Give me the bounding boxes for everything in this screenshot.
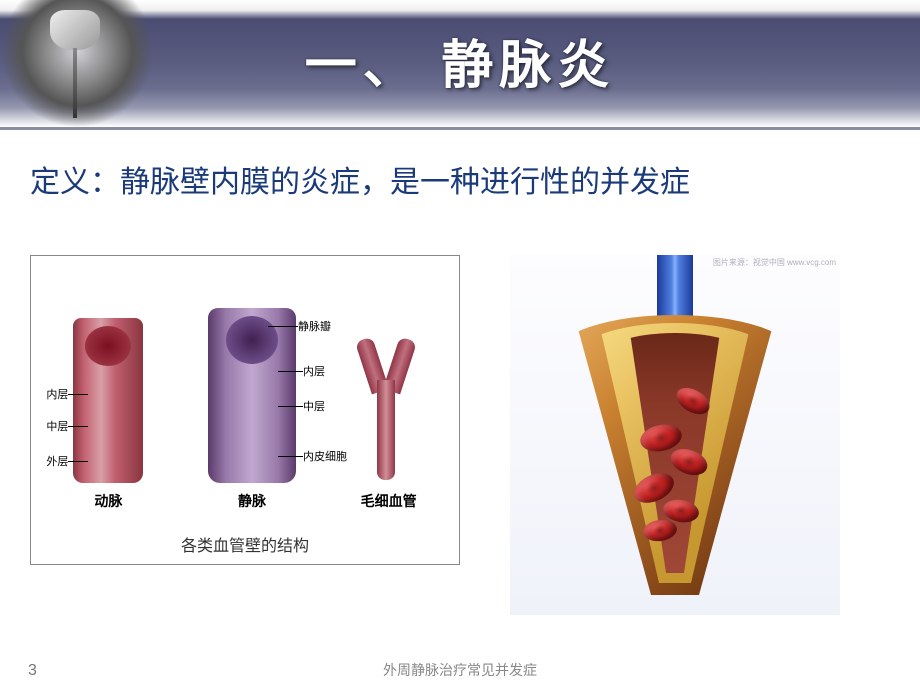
- artery-illustration: 内层 中层 外层 动脉: [73, 318, 143, 511]
- slide-header: 一、 静脉炎: [0, 0, 920, 130]
- capillary-illustration: 毛细血管: [361, 338, 417, 511]
- layer-label-inner2: 内层: [303, 363, 325, 379]
- vein-illustration: 静脉瓣 内层 中层 内皮细胞 静脉: [208, 308, 296, 511]
- capillary-label: 毛细血管: [361, 491, 417, 511]
- images-row: 内层 中层 外层 动脉 静脉瓣 内层 中层 内皮细胞 静脉: [30, 255, 890, 615]
- vein-label: 静脉: [208, 491, 296, 511]
- slide-title: 一、 静脉炎: [305, 22, 615, 97]
- layer-label-middle: 中层: [46, 418, 68, 434]
- layer-label-endo: 内皮细胞: [303, 448, 347, 464]
- layer-label-middle2: 中层: [303, 398, 325, 414]
- page-number: 3: [28, 662, 37, 680]
- left-diagram-caption: 各类血管壁的结构: [31, 532, 459, 556]
- artery-label: 动脉: [73, 491, 143, 511]
- vessel-structure-diagram: 内层 中层 外层 动脉 静脉瓣 内层 中层 内皮细胞 静脉: [30, 255, 460, 565]
- definition-text: 定义：静脉壁内膜的炎症，是一种进行性的并发症: [30, 160, 890, 205]
- footer-text: 外周静脉治疗常见并发症: [383, 660, 537, 680]
- header-decorative-image: [0, 0, 155, 128]
- layer-label-outer: 外层: [46, 453, 68, 469]
- image-watermark: 图片来源：视觉中国 www.vcg.com: [713, 257, 836, 268]
- vessel-3d-illustration: 图片来源：视觉中国 www.vcg.com: [510, 255, 840, 615]
- slide-content: 定义：静脉壁内膜的炎症，是一种进行性的并发症 内层 中层 外层 动脉 静脉瓣 内…: [0, 130, 920, 615]
- iv-drip-icon: [40, 10, 110, 70]
- layer-label-valve: 静脉瓣: [298, 318, 331, 334]
- layer-label-inner: 内层: [46, 386, 68, 402]
